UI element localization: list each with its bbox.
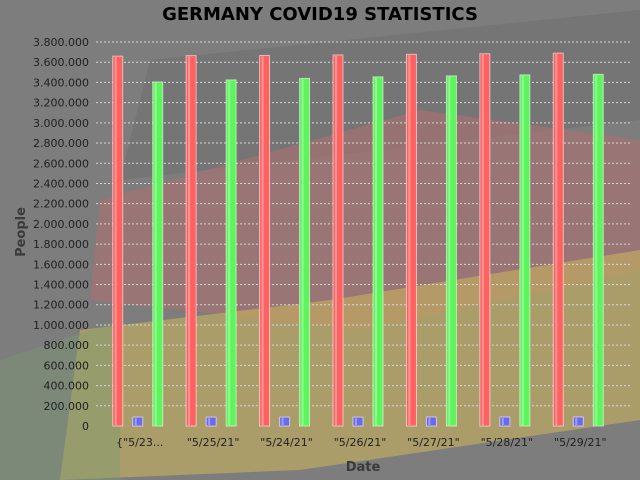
- y-tick-label: 2.000.000: [33, 218, 89, 231]
- bar: [259, 54, 271, 427]
- y-tick-label: 2.400.000: [33, 177, 89, 190]
- bar-highlight: [188, 56, 191, 426]
- y-tick-label: 3.400.000: [33, 76, 89, 89]
- x-tick-label: "5/29/21": [554, 436, 607, 449]
- bar-highlight: [355, 418, 357, 425]
- bar-highlight: [595, 75, 598, 425]
- bar: [405, 53, 417, 427]
- chart-title: GERMANY COVID19 STATISTICS: [162, 4, 478, 25]
- bar-highlight: [261, 56, 264, 425]
- bar-highlight: [555, 54, 558, 426]
- x-tick-label: {"5/23...: [116, 436, 163, 449]
- y-tick-label: 200.000: [44, 400, 90, 413]
- x-tick-label: "5/26/21": [334, 436, 387, 449]
- bar-highlight: [521, 75, 524, 425]
- y-tick-label: 600.000: [44, 359, 90, 372]
- y-tick-label: 1.600.000: [33, 258, 89, 271]
- bar: [185, 55, 197, 427]
- y-tick-label: 1.200.000: [33, 299, 89, 312]
- x-axis-ticks: {"5/23... "5/25/21" "5/24/21" "5/26/21" "5/2…: [116, 436, 606, 449]
- bar: [332, 54, 344, 427]
- bar-highlight: [208, 418, 211, 425]
- bar-highlight: [114, 57, 117, 425]
- bar-highlight: [428, 418, 431, 425]
- bar-highlight: [335, 55, 337, 425]
- bar-highlight: [154, 82, 157, 426]
- bar: [592, 73, 604, 427]
- y-tick-label: 3.600.000: [33, 56, 89, 69]
- x-axis-label: Date: [346, 460, 381, 475]
- bar: [572, 416, 584, 427]
- y-tick-label: 3.200.000: [33, 97, 89, 110]
- y-tick-label: 3.800.000: [33, 36, 89, 49]
- bar: [372, 76, 384, 427]
- x-tick-label: "5/25/21": [187, 436, 240, 449]
- bar-highlight: [375, 77, 377, 425]
- bar-highlight: [481, 54, 484, 425]
- bar-highlight: [228, 80, 231, 425]
- y-tick-label: 3.000.000: [33, 117, 89, 130]
- x-tick-label: "5/28/21": [481, 436, 534, 449]
- bar: [225, 79, 237, 427]
- bar: [552, 52, 564, 427]
- bar: [499, 416, 511, 427]
- y-tick-label: 2.800.000: [33, 137, 89, 150]
- bar-highlight: [301, 79, 304, 426]
- bar: [425, 416, 437, 427]
- grid-lines: [96, 41, 630, 407]
- y-tick-label: 2.600.000: [33, 157, 89, 170]
- x-tick-label: "5/24/21": [260, 436, 313, 449]
- y-tick-label: 0: [82, 420, 89, 433]
- y-tick-label: 1.000.000: [33, 319, 89, 332]
- bar-highlight: [134, 418, 137, 425]
- bar-highlight: [575, 418, 578, 425]
- bar: [479, 53, 491, 427]
- bar: [445, 75, 457, 427]
- bar: [152, 81, 164, 427]
- bar: [279, 416, 291, 427]
- y-axis-ticks: 0 200.000 400.000 600.000 800.000 1.000.000 1.…: [33, 36, 89, 433]
- bar: [112, 55, 124, 427]
- y-tick-label: 2.200.000: [33, 198, 89, 211]
- y-tick-label: 1.400.000: [33, 279, 89, 292]
- bar: [519, 74, 531, 427]
- bar: [352, 416, 364, 427]
- bar-highlight: [281, 418, 284, 425]
- bar-highlight: [448, 76, 451, 425]
- bar-highlight: [501, 418, 504, 425]
- bar-highlight: [408, 55, 411, 425]
- bars: [112, 52, 604, 427]
- bar: [132, 416, 144, 427]
- bar: [299, 77, 311, 427]
- x-tick-label: "5/27/21": [407, 436, 460, 449]
- y-tick-label: 400.000: [44, 380, 90, 393]
- y-tick-label: 800.000: [44, 339, 90, 352]
- bar: [205, 416, 217, 427]
- y-axis-label: People: [14, 207, 29, 257]
- y-tick-label: 1.800.000: [33, 238, 89, 251]
